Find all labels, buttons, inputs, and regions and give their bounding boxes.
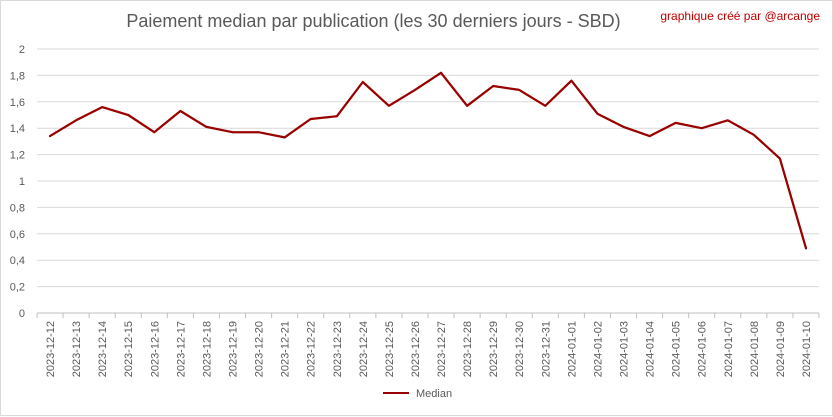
x-tick-label: 2023-12-14 [97, 321, 109, 377]
x-tick-label: 2023-12-21 [280, 321, 292, 377]
x-tick-label: 2024-01-05 [671, 321, 683, 377]
x-tick-label: 2024-01-09 [775, 321, 787, 377]
x-tick-label: 2024-01-10 [801, 321, 813, 377]
x-tick-label: 2023-12-31 [540, 321, 552, 377]
legend-swatch [382, 392, 409, 395]
x-tick-label: 2023-12-26 [410, 321, 422, 377]
y-tick-label: 0,8 [10, 202, 25, 214]
x-tick-label: 2023-12-18 [201, 321, 213, 377]
y-tick-label: 0,6 [10, 229, 25, 241]
y-tick-label: 0,4 [10, 255, 25, 267]
x-tick-label: 2023-12-30 [514, 321, 526, 377]
y-tick-label: 1,6 [10, 97, 25, 109]
x-tick-label: 2023-12-15 [123, 321, 135, 377]
x-tick-label: 2023-12-16 [149, 321, 161, 377]
x-tick-label: 2024-01-04 [645, 321, 657, 377]
chart-credit: graphique créé par @arcange [660, 9, 820, 23]
y-tick-label: 1,8 [10, 70, 25, 82]
x-tick-label: 2024-01-06 [697, 321, 709, 377]
x-tick-label: 2023-12-20 [254, 321, 266, 377]
x-tick-label: 2024-01-02 [592, 321, 604, 377]
y-tick-label: 1,2 [10, 150, 25, 162]
x-tick-label: 2023-12-29 [488, 321, 500, 377]
x-tick-label: 2024-01-01 [566, 321, 578, 377]
x-tick-label: 2024-01-03 [619, 321, 631, 377]
x-tick-label: 2023-12-23 [332, 321, 344, 377]
chart-title: Paiement median par publication (les 30 … [126, 11, 621, 31]
y-tick-label: 1,4 [10, 123, 25, 135]
y-tick-label: 0 [19, 308, 25, 320]
x-tick-label: 2023-12-19 [228, 321, 240, 377]
y-tick-label: 0,2 [10, 282, 25, 294]
x-tick-label: 2023-12-17 [175, 321, 187, 377]
x-tick-label: 2023-12-12 [45, 321, 57, 377]
legend: Median [1, 388, 833, 400]
x-tick-label: 2023-12-25 [384, 321, 396, 377]
legend-label: Median [415, 388, 453, 400]
y-tick-label: 1 [19, 176, 25, 188]
x-tick-label: 2024-01-07 [723, 321, 735, 377]
x-tick-label: 2023-12-28 [462, 321, 474, 377]
x-tick-label: 2023-12-22 [306, 321, 318, 377]
x-tick-label: 2023-12-27 [436, 321, 448, 377]
series-line-median [48, 71, 808, 250]
x-tick-label: 2024-01-08 [749, 321, 761, 377]
y-tick-label: 2 [19, 44, 25, 56]
x-tick-label: 2023-12-24 [358, 321, 370, 377]
x-tick-label: 2023-12-13 [71, 321, 83, 377]
